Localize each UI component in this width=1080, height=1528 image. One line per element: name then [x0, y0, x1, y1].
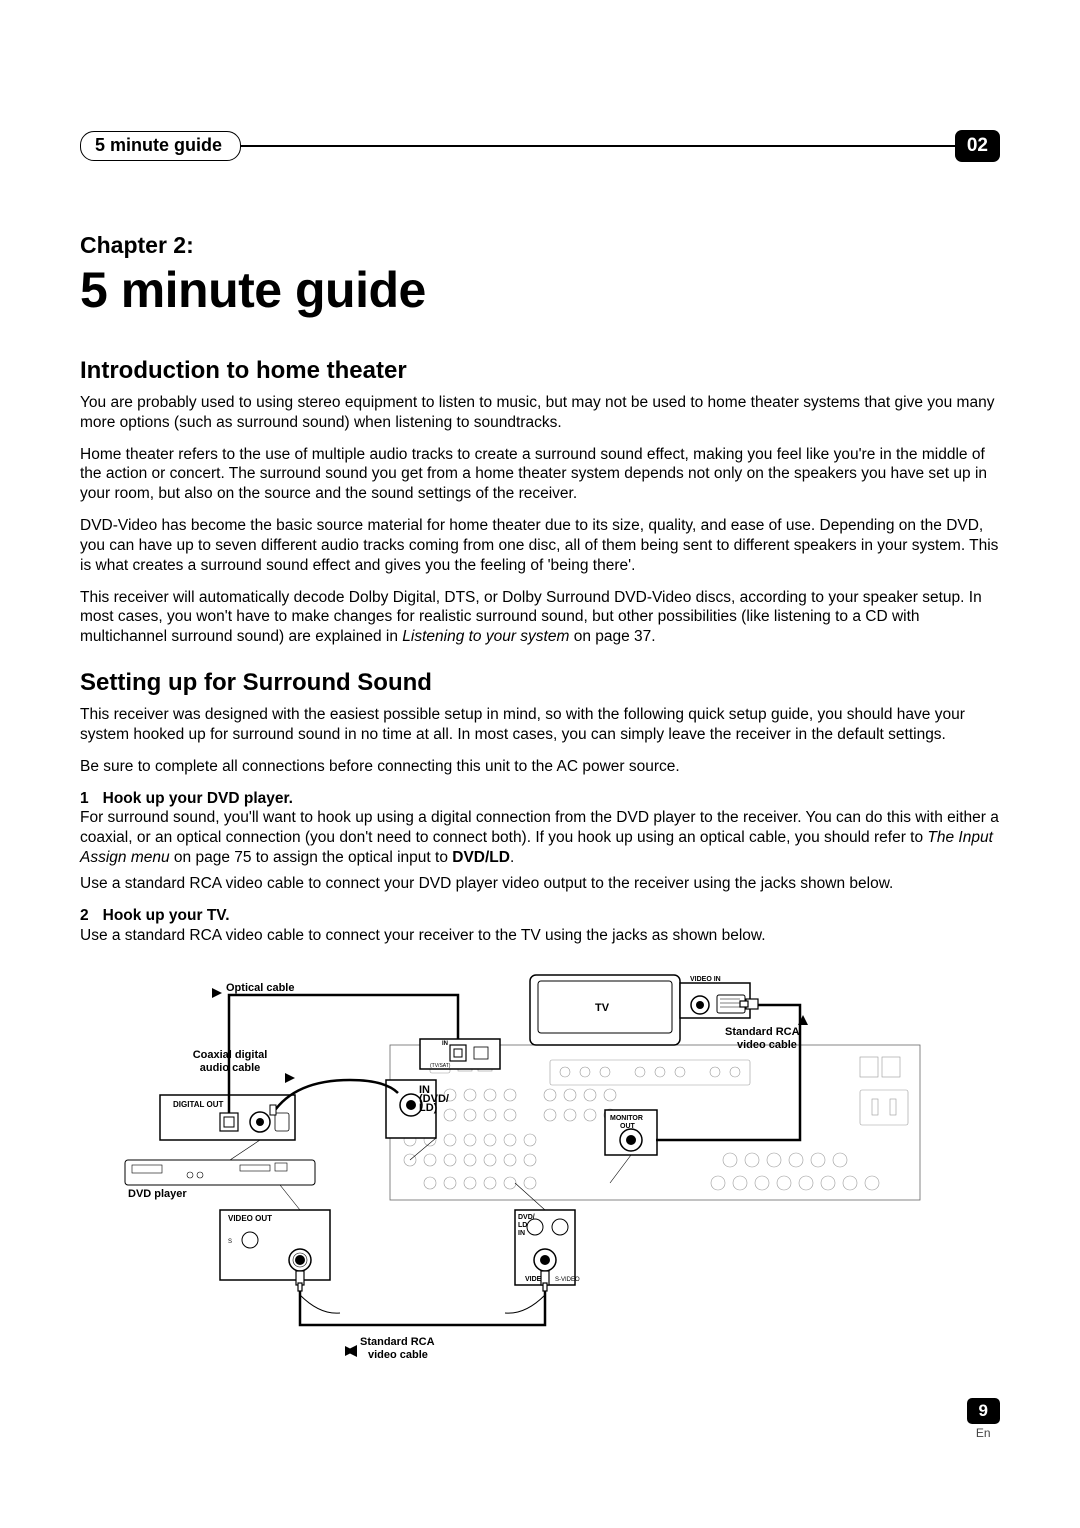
header-bar: 5 minute guide 02	[80, 130, 1000, 162]
step-1-num: 1	[80, 790, 89, 807]
step-1-body-bold: DVD/LD	[452, 849, 510, 866]
footer-lang: En	[967, 1426, 1000, 1440]
section-heading-intro: Introduction to home theater	[80, 357, 1000, 385]
intro-p4-italic: Listening to your system	[402, 628, 569, 645]
step-1-body-b: on page 75 to assign the optical input t…	[170, 849, 453, 866]
section-heading-setup: Setting up for Surround Sound	[80, 669, 1000, 697]
setup-p2: Be sure to complete all connections befo…	[80, 757, 1000, 777]
intro-p2: Home theater refers to the use of multip…	[80, 445, 1000, 504]
diagram-digitalout-label: DIGITAL OUT	[173, 1100, 223, 1109]
diagram-svideo-lbl: S-VIDEO	[555, 1277, 580, 1283]
svg-text:(TV/SAT): (TV/SAT)	[430, 1063, 451, 1069]
header-pill: 5 minute guide	[80, 131, 241, 161]
step-1-body: For surround sound, you'll want to hook …	[80, 808, 1000, 867]
intro-p3: DVD-Video has become the basic source ma…	[80, 516, 1000, 575]
svg-text:S: S	[228, 1239, 232, 1245]
chapter-label: Chapter 2:	[80, 232, 1000, 259]
diagram-videoout-label: VIDEO OUT	[228, 1214, 272, 1223]
step-1-title: 1 Hook up your DVD player.	[80, 789, 1000, 809]
diagram-svg: IN (DVD/ LD) MONITOR OUT DVD/ LD IN VIDE…	[120, 965, 960, 1385]
diagram-rca-top-1: Standard RCA	[725, 1026, 800, 1038]
diagram-monitor-label-2: OUT	[620, 1123, 636, 1130]
step-1-body-a: For surround sound, you'll want to hook …	[80, 809, 999, 846]
step-2-num: 2	[80, 907, 89, 924]
footer: 9 En	[967, 1398, 1000, 1440]
header-page-badge: 02	[955, 130, 1000, 162]
step-2-label: Hook up your TV.	[103, 907, 230, 924]
diagram-coax-label-2: audio cable	[200, 1062, 261, 1074]
diagram-optical-label: Optical cable	[226, 982, 294, 994]
diagram-tv-label: TV	[595, 1002, 610, 1014]
diagram-rca-bottom-2: video cable	[368, 1349, 428, 1361]
step-2-body: Use a standard RCA video cable to connec…	[80, 926, 1000, 946]
setup-p1: This receiver was designed with the easi…	[80, 705, 1000, 745]
diagram-rca-top-2: video cable	[737, 1039, 797, 1051]
connection-diagram: IN (DVD/ LD) MONITOR OUT DVD/ LD IN VIDE…	[120, 965, 960, 1390]
chapter-title: 5 minute guide	[80, 261, 1000, 319]
diagram-videoin-label: VIDEO IN	[690, 976, 721, 983]
step-1-body-c: .	[510, 849, 514, 866]
diagram-dvdld-2: LD	[518, 1222, 527, 1229]
diagram-monitor-label-1: MONITOR	[610, 1115, 643, 1122]
diagram-coax-label-1: Coaxial digital	[193, 1049, 268, 1061]
diagram-ld-label: LD)	[419, 1102, 438, 1114]
step-1-body2: Use a standard RCA video cable to connec…	[80, 874, 1000, 894]
diagram-rca-bottom-1: Standard RCA	[360, 1336, 435, 1348]
diagram-dvdld-1: DVD/	[518, 1214, 535, 1221]
svg-text:IN: IN	[442, 1041, 448, 1047]
footer-page-badge: 9	[967, 1398, 1000, 1424]
step-1-label: Hook up your DVD player.	[103, 790, 293, 807]
header-divider	[241, 145, 955, 147]
intro-p4-b: on page 37.	[569, 628, 655, 645]
intro-p1: You are probably used to using stereo eq…	[80, 393, 1000, 433]
intro-p4: This receiver will automatically decode …	[80, 588, 1000, 647]
diagram-dvdplayer-label: DVD player	[128, 1188, 187, 1200]
step-2-title: 2 Hook up your TV.	[80, 906, 1000, 926]
diagram-dvdld-3: IN	[518, 1230, 525, 1237]
